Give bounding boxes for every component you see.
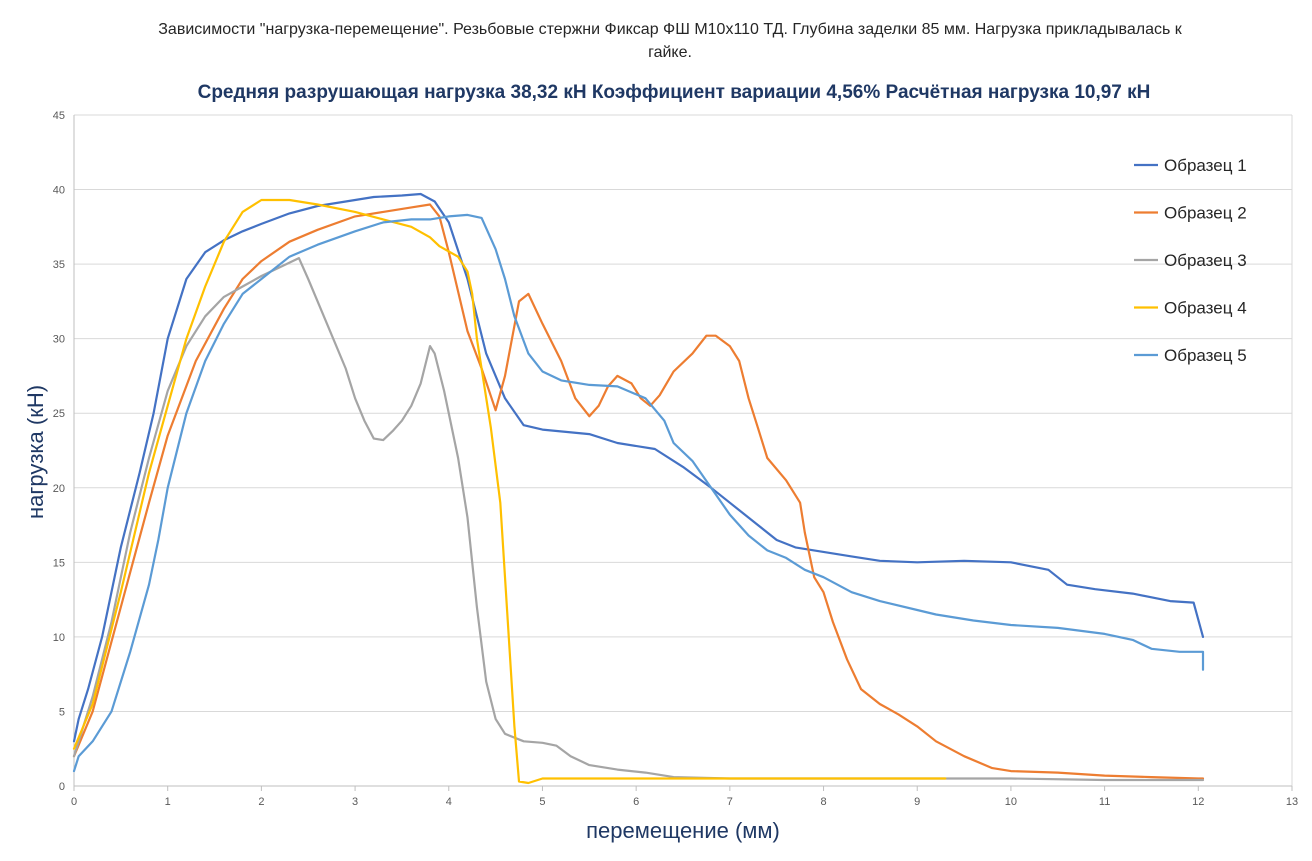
x-tick-label: 11 [1099,796,1110,808]
y-tick-label: 0 [59,781,65,793]
y-tick-label: 20 [53,483,65,495]
y-tick-label: 5 [59,706,65,718]
y-tick-label: 30 [53,334,65,346]
x-tick-label: 6 [633,796,639,808]
y-tick-label: 35 [53,259,65,271]
x-tick-label: 5 [539,796,545,808]
y-tick-label: 15 [53,557,65,569]
x-tick-label: 2 [258,796,264,808]
y-tick-label: 10 [53,632,65,644]
x-tick-label: 8 [820,796,826,808]
chart-title: Зависимости "нагрузка-перемещение". Резь… [158,21,1182,61]
x-tick-label: 0 [71,796,77,808]
series-line-4 [72,198,947,785]
series-line-2 [72,203,1205,780]
y-tick-label: 40 [53,185,65,197]
x-tick-label: 7 [727,796,733,808]
y-axis-label: нагрузка (кН) [23,385,48,519]
series-group [72,192,1205,785]
series-line-3 [72,257,1205,782]
x-tick-label: 10 [1005,796,1017,808]
series-line-5 [72,213,1205,773]
legend-label-2: Образец 2 [1164,204,1247,223]
y-tick-label: 45 [53,110,65,122]
x-tick-label: 9 [914,796,920,808]
x-tick-label: 12 [1192,796,1204,808]
chart-subtitle: Средняя разрушающая нагрузка 38,32 кН Ко… [197,82,1151,103]
legend-label-3: Образец 3 [1164,251,1247,270]
legend-label-1: Образец 1 [1164,156,1247,175]
x-tick-label: 4 [446,796,452,808]
x-tick-label: 13 [1286,796,1298,808]
gridlines [74,114,1293,786]
legend-label-4: Образец 4 [1164,299,1247,318]
legend-label-5: Образец 5 [1164,346,1247,365]
series-line-1 [72,192,1205,743]
y-tick-label: 25 [53,408,65,420]
x-axis-label: перемещение (мм) [586,818,780,843]
x-tick-label: 3 [352,796,358,808]
legend: Образец 1 Образец 2 Образец 3 Образец 4 Обра… [1134,156,1247,365]
x-tick-label: 1 [165,796,171,808]
